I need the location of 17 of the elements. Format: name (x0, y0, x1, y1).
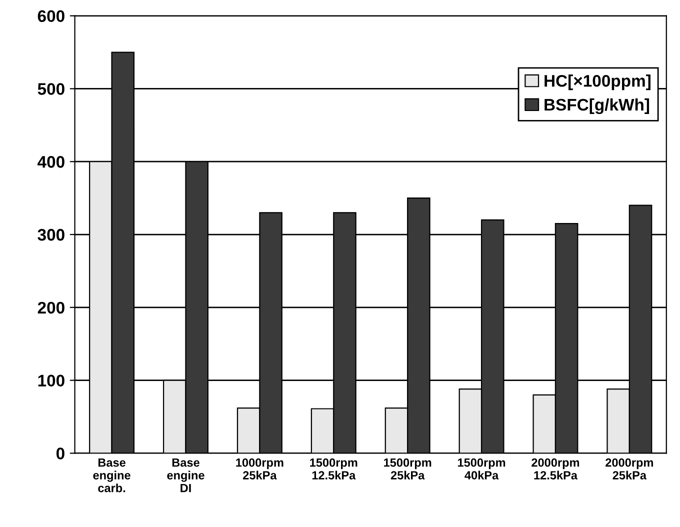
x-tick-label: 1000rpm 25kPa (236, 458, 284, 480)
y-tick-label: 0 (56, 448, 64, 460)
y-tick-label: 400 (38, 156, 64, 168)
x-tick-label: 2000rpm 25kPa (606, 458, 653, 480)
x-tick-label: Base engine carb. (93, 458, 130, 492)
x-tick-label: 1500rpm 40kPa (458, 458, 506, 480)
y-tick-label: 200 (38, 302, 64, 314)
legend-label: HC[×100ppm] (544, 74, 650, 90)
x-tick-label: 1500rpm 25kPa (384, 458, 432, 480)
y-tick-label: 300 (38, 228, 64, 241)
legend-label: BSFC[g/kWh] (544, 98, 650, 114)
y-tick-label: 600 (38, 10, 64, 22)
y-tick-label: 100 (38, 374, 64, 387)
x-tick-label: Base engine DI (167, 458, 204, 492)
x-tick-label: 2000rpm 12.5kPa (532, 458, 580, 480)
x-tick-label: 1500rpm 12.5kPa (310, 458, 358, 480)
y-tick-label: 500 (38, 83, 64, 95)
